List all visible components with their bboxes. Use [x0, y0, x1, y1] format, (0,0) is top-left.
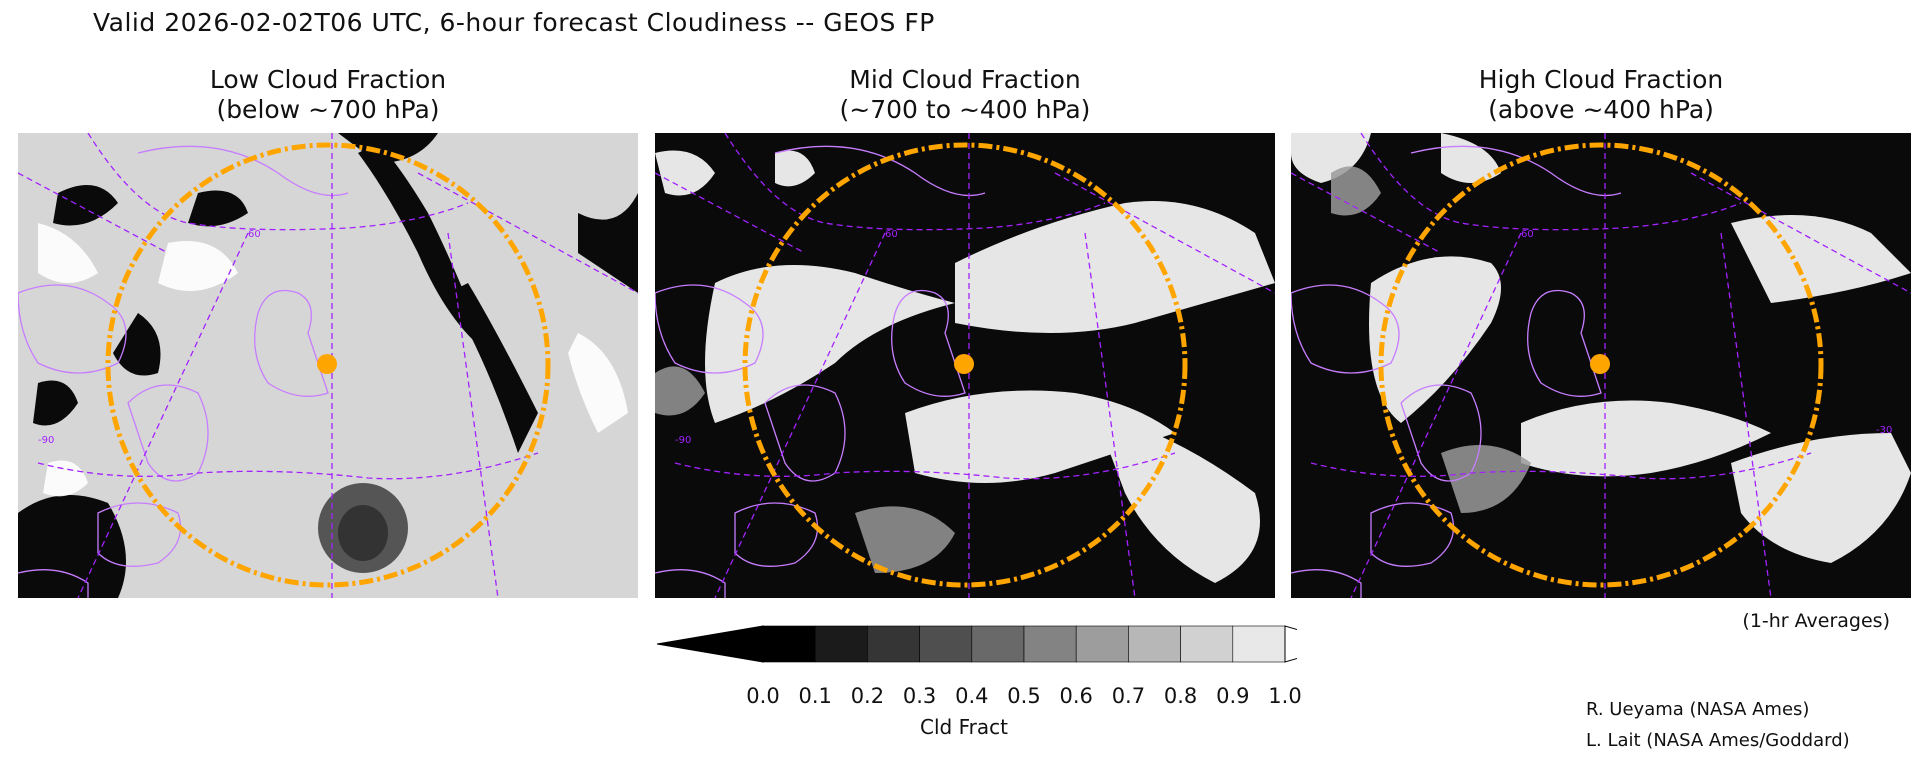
colorbar-segment: [1128, 625, 1181, 663]
colorbar-under-arrow: [656, 625, 764, 663]
colorbar-graphic: [656, 625, 1349, 663]
cloud-regions: [38, 223, 628, 497]
colorbar: [656, 624, 1349, 668]
panel-title-line1: Low Cloud Fraction: [209, 65, 447, 94]
panel-title-mid: Mid Cloud Fraction (~700 to ~400 hPa): [655, 65, 1275, 125]
credit-line-1: R. Ueyama (NASA Ames): [1586, 699, 1810, 720]
colorbar-segment: [1232, 625, 1286, 663]
location-marker: [317, 354, 337, 374]
cloud-regions: [655, 150, 1275, 583]
colorbar-segment: [971, 625, 1025, 663]
colorbar-segment: [1180, 625, 1234, 663]
colorbar-tick-label: 0.6: [1059, 684, 1093, 708]
figure-title: Valid 2026-02-02T06 UTC, 6-hour forecast…: [93, 8, 935, 37]
colorbar-tick-label: 0.8: [1163, 684, 1198, 708]
colorbar-tick-label: 0.7: [1111, 684, 1146, 708]
colorbar-segment: [1075, 625, 1129, 663]
map-panel-low: 60 -90: [18, 133, 638, 598]
cloud-regions: [1291, 133, 1911, 563]
map-panel-mid: 60 -90: [655, 133, 1275, 598]
colorbar-segment: [867, 625, 920, 663]
colorbar-tick-label: 0.4: [955, 684, 989, 708]
colorbar-tick-label: 0.2: [850, 684, 885, 708]
colorbar-tick-label: 0.0: [746, 684, 780, 708]
lon-neg90-label: -90: [38, 435, 54, 446]
colorbar-tick-label: 1.0: [1268, 684, 1302, 708]
panel-title-high: High Cloud Fraction (above ~400 hPa): [1291, 65, 1911, 125]
map-panel-high: 60 -30: [1291, 133, 1911, 598]
colorbar-tick-label: 0.1: [798, 684, 832, 708]
lon-neg30-label: -30: [1876, 425, 1892, 436]
location-marker: [954, 354, 974, 374]
panel-title-line2: (~700 to ~400 hPa): [839, 95, 1091, 124]
range-ring: [742, 142, 1188, 588]
lat-60-label: 60: [1521, 229, 1534, 240]
colorbar-tick-label: 0.9: [1216, 684, 1250, 708]
colorbar-label: Cld Fract: [920, 715, 1008, 739]
location-marker: [1590, 354, 1610, 374]
clear-sky-regions: [18, 133, 638, 598]
colorbar-tick-label: 0.5: [1007, 684, 1041, 708]
lat-60-label: 60: [885, 229, 898, 240]
colorbar-tick-label: 0.3: [902, 684, 937, 708]
colorbar-segment: [919, 625, 973, 663]
averages-note: (1-hr Averages): [1742, 610, 1890, 632]
range-ring: [105, 142, 551, 588]
colorbar-segment: [1023, 625, 1077, 663]
colorbar-segment: [814, 625, 868, 663]
lat-60-label: 60: [248, 229, 261, 240]
credit-line-2: L. Lait (NASA Ames/Goddard): [1586, 730, 1850, 751]
panel-title-line1: Mid Cloud Fraction: [849, 65, 1081, 94]
colorbar-over-arrow: [1284, 625, 1349, 663]
credits: R. Ueyama (NASA Ames) L. Lait (NASA Ames…: [1586, 694, 1850, 756]
colorbar-segment: [762, 625, 816, 663]
range-ring: [1378, 142, 1824, 588]
panel-title-line2: (above ~400 hPa): [1488, 95, 1714, 124]
panel-title-low: Low Cloud Fraction (below ~700 hPa): [18, 65, 638, 125]
panel-title-line2: (below ~700 hPa): [216, 95, 440, 124]
lon-neg90-label: -90: [675, 435, 691, 446]
panel-title-line1: High Cloud Fraction: [1478, 65, 1724, 94]
